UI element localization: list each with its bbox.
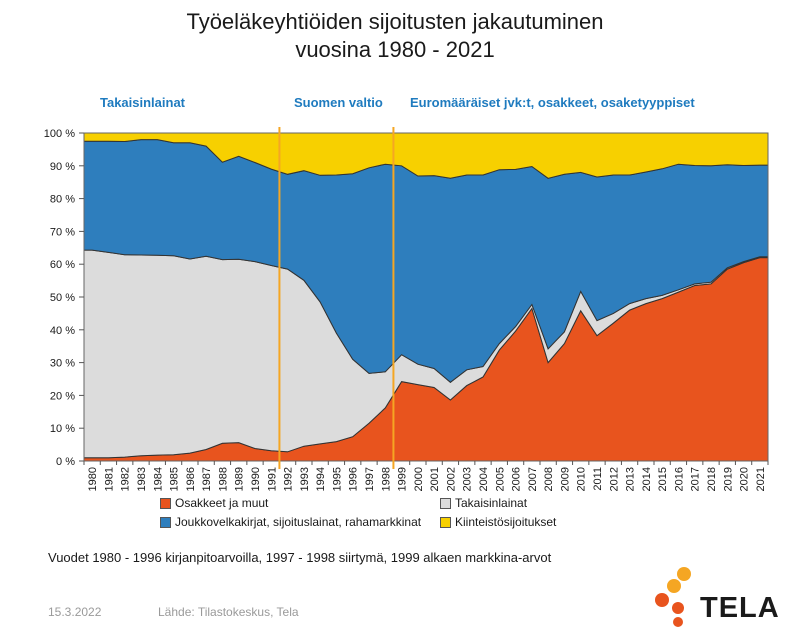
y-tick-label: 30 % <box>50 358 75 370</box>
y-tick-label: 80 % <box>50 194 75 206</box>
y-tick-label: 10 % <box>50 423 75 435</box>
y-tick-label: 60 % <box>50 259 75 271</box>
x-tick-label: 2001 <box>429 467 441 491</box>
valuation-footnote: Vuodet 1980 - 1996 kirjanpitoarvoilla, 1… <box>48 550 552 565</box>
legend-item-kiinteistosijoitukset: Kiinteistösijoitukset <box>440 515 556 529</box>
region-label-suomen-valtio: Suomen valtio <box>294 95 383 110</box>
x-tick-label: 2018 <box>706 467 718 491</box>
x-tick-label: 2008 <box>543 467 555 491</box>
legend-swatch-takaisinlainat <box>440 497 451 509</box>
x-tick-label: 1992 <box>283 467 295 491</box>
x-tick-label: 2003 <box>462 467 474 491</box>
publication-date: 15.3.2022 <box>48 605 102 619</box>
x-tick-label: 2015 <box>657 467 669 491</box>
legend-swatch-kiinteistosijoitukset <box>440 516 451 528</box>
x-tick-label: 1989 <box>234 467 246 491</box>
x-tick-label: 1999 <box>397 467 409 491</box>
x-tick-label: 2010 <box>576 467 588 491</box>
x-tick-label: 1980 <box>87 467 99 491</box>
x-tick-label: 2000 <box>413 467 425 491</box>
legend-label-takaisinlainat: Takaisinlainat <box>455 496 528 510</box>
y-tick-label: 70 % <box>50 226 75 238</box>
x-tick-label: 1990 <box>250 467 262 491</box>
x-tick-label: 2006 <box>511 467 523 491</box>
x-tick-label: 2004 <box>478 467 490 491</box>
legend-swatch-joukkovelkakirjat <box>160 516 171 528</box>
legend-item-takaisinlainat: Takaisinlainat <box>440 496 527 510</box>
x-tick-label: 1991 <box>266 467 278 491</box>
x-tick-label: 2020 <box>739 467 751 491</box>
x-tick-label: 1995 <box>331 467 343 491</box>
x-tick-label: 1982 <box>120 467 132 491</box>
x-tick-label: 2012 <box>608 467 620 491</box>
stacked-area-chart: 0 % 10 % 20 % 30 % 40 % 50 % 60 % 70 % 80 % 90 % 1… <box>44 127 769 491</box>
x-tick-label: 2013 <box>625 467 637 491</box>
x-tick-label: 1983 <box>136 467 148 491</box>
y-tick-label: 40 % <box>50 325 75 337</box>
x-tick-label: 1985 <box>169 467 181 491</box>
legend-label-osakkeet: Osakkeet ja muut <box>175 496 269 510</box>
legend-item-joukkovelkakirjat: Joukkovelkakirjat, sijoituslainat, raham… <box>160 515 421 529</box>
legend-swatch-osakkeet <box>160 497 171 509</box>
x-tick-label: 2016 <box>673 467 685 491</box>
x-tick-label: 2002 <box>445 467 457 491</box>
x-tick-label: 1981 <box>103 467 115 491</box>
x-tick-label: 1996 <box>348 467 360 491</box>
x-tick-label: 1993 <box>299 467 311 491</box>
y-tick-label: 90 % <box>50 161 75 173</box>
legend-label-joukkovelkakirjat: Joukkovelkakirjat, sijoituslainat, raham… <box>175 515 422 529</box>
x-tick-label: 2005 <box>494 467 506 491</box>
legend-label-kiinteistosijoitukset: Kiinteistösijoitukset <box>455 515 557 529</box>
region-label-takaisinlainat: Takaisinlainat <box>100 95 186 110</box>
x-tick-label: 2011 <box>592 467 604 491</box>
chart-title-line-1: Työeläkeyhtiöiden sijoitusten jakautumin… <box>186 9 604 34</box>
x-tick-label: 1988 <box>217 467 229 491</box>
y-tick-label: 0 % <box>56 456 75 468</box>
x-tick-label: 2021 <box>755 467 767 491</box>
x-tick-label: 1994 <box>315 467 327 491</box>
source-note: Lähde: Tilastokeskus, Tela <box>158 605 299 619</box>
region-label-euromaaraiset: Euromääräiset jvk:t, osakkeet, osaketyyp… <box>410 95 695 110</box>
x-tick-label: 1986 <box>185 467 197 491</box>
y-tick-label: 20 % <box>50 390 75 402</box>
x-tick-label: 2007 <box>527 467 539 491</box>
tela-logo-mark-icon <box>655 567 691 627</box>
x-tick-label: 2014 <box>641 467 653 491</box>
legend-item-osakkeet: Osakkeet ja muut <box>160 496 268 510</box>
x-tick-label: 2019 <box>722 467 734 491</box>
y-tick-label: 100 % <box>44 128 75 140</box>
x-tick-label: 1984 <box>152 467 164 491</box>
x-tick-label: 1998 <box>380 467 392 491</box>
x-tick-label: 1997 <box>364 467 376 491</box>
chart-title: Työeläkeyhtiöiden sijoitusten jakautumin… <box>0 8 790 64</box>
chart-title-line-2: vuosina 1980 - 2021 <box>295 37 495 62</box>
x-tick-label: 2017 <box>690 467 702 491</box>
tela-logo-text: TELA <box>700 592 780 624</box>
y-tick-label: 50 % <box>50 292 75 304</box>
x-tick-label: 2009 <box>559 467 571 491</box>
x-tick-label: 1987 <box>201 467 213 491</box>
